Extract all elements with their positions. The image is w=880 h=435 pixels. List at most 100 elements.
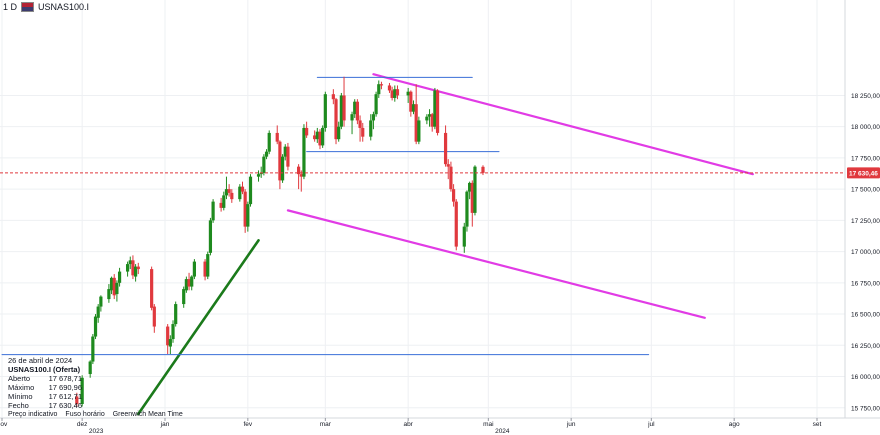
candle-body bbox=[371, 114, 376, 121]
y-tick-label: 16 750,00 bbox=[851, 280, 880, 287]
candle-body bbox=[337, 126, 341, 140]
candle-body bbox=[171, 324, 175, 340]
y-axis[interactable]: 15 750,00 16 000,00 16 250,00 16 500,00 16 7… bbox=[844, 0, 880, 418]
candle-body bbox=[190, 276, 194, 287]
candle-body bbox=[96, 306, 100, 318]
timeframe-label[interactable]: 1 D bbox=[3, 2, 18, 12]
candle-body bbox=[435, 90, 440, 133]
chart-drawings bbox=[1, 73, 754, 416]
candle-body bbox=[112, 277, 116, 296]
candle-body bbox=[182, 289, 186, 305]
candle-body bbox=[222, 195, 226, 208]
current-price-label: 17 630,46 bbox=[849, 170, 878, 177]
candle-body bbox=[481, 166, 485, 173]
candle-body bbox=[465, 191, 469, 227]
y-tick-label: 16 250,00 bbox=[851, 343, 880, 350]
candle-body bbox=[446, 164, 450, 167]
candle-body bbox=[219, 202, 223, 208]
candle-body bbox=[125, 264, 130, 272]
x-tick-label: jan bbox=[160, 421, 170, 428]
candle-body bbox=[462, 226, 466, 247]
candle-body bbox=[211, 201, 215, 221]
candle-body bbox=[278, 141, 282, 181]
candle-body bbox=[152, 306, 156, 327]
candle-body bbox=[350, 114, 354, 121]
candle-body bbox=[449, 166, 453, 190]
candle-body bbox=[246, 204, 250, 227]
candle-body bbox=[406, 91, 410, 96]
candles bbox=[75, 76, 485, 407]
candle-body bbox=[192, 261, 196, 277]
candle-body bbox=[184, 279, 188, 291]
candle-body bbox=[128, 260, 132, 265]
candle-body bbox=[99, 296, 103, 307]
x-tick-label: jun bbox=[566, 421, 576, 428]
candle-body bbox=[409, 91, 413, 112]
candle-body bbox=[361, 127, 365, 137]
us-flag-icon bbox=[21, 2, 35, 12]
candle-body bbox=[243, 191, 247, 227]
candle-body bbox=[355, 101, 359, 121]
candle-body bbox=[470, 182, 474, 213]
symbol-header[interactable]: 1 D USNAS100.I bbox=[3, 2, 89, 12]
candle-body bbox=[240, 186, 245, 192]
candle-body bbox=[93, 316, 98, 337]
candle-body bbox=[166, 326, 170, 346]
candle-body bbox=[283, 146, 287, 157]
x-tick-label: mai bbox=[483, 421, 493, 428]
current-price-badge bbox=[847, 167, 880, 179]
y-tick-label: 17 000,00 bbox=[851, 249, 880, 256]
y-tick-label: 16 000,00 bbox=[851, 374, 880, 381]
candle-body bbox=[427, 114, 432, 117]
candle-body bbox=[425, 116, 429, 121]
candle-body bbox=[358, 120, 362, 128]
candle-body bbox=[107, 289, 111, 300]
candle-body bbox=[321, 127, 325, 146]
info-value: 17 690,96 bbox=[48, 383, 82, 392]
x-year-label: 2023 bbox=[89, 428, 104, 435]
candle-body bbox=[264, 151, 269, 157]
y-tick-label: 17 250,00 bbox=[851, 218, 880, 225]
candle-body bbox=[468, 182, 472, 192]
timezone-label: Fuso horário bbox=[65, 411, 105, 418]
candle-body bbox=[297, 166, 301, 175]
candle-body bbox=[117, 271, 122, 283]
candle-body bbox=[451, 189, 456, 202]
x-axis[interactable]: nov dez jan fev mar abr mai jun jul ago set 2023 202… bbox=[0, 417, 880, 435]
candle-body bbox=[374, 94, 378, 115]
x-tick-label: mar bbox=[320, 421, 332, 428]
candle-body bbox=[208, 220, 213, 253]
candle-body bbox=[256, 174, 261, 177]
info-date: 26 de abril de 2024 bbox=[8, 356, 73, 365]
chart-grid bbox=[0, 0, 845, 418]
candle-body bbox=[411, 104, 416, 112]
timezone-value[interactable]: Greenwich Mean Time bbox=[112, 411, 183, 418]
info-label: Máximo bbox=[8, 383, 35, 392]
candle-body bbox=[393, 89, 397, 98]
info-row-high: Máximo 17 690,96 bbox=[8, 383, 82, 392]
candle-body bbox=[187, 279, 191, 287]
candle-body bbox=[433, 90, 437, 127]
candle-body bbox=[275, 132, 279, 142]
candle-body bbox=[334, 99, 338, 140]
chart-footer: Preço indicativo Fuso horário Greenwich … bbox=[8, 411, 183, 418]
symbol-label[interactable]: USNAS100.I bbox=[38, 2, 90, 12]
drawing-channel-upper bbox=[372, 73, 754, 176]
x-tick-label: set bbox=[813, 421, 822, 428]
candle-body bbox=[369, 120, 373, 137]
candle-body bbox=[206, 254, 210, 277]
x-year-label: 2024 bbox=[495, 428, 510, 435]
candle-body bbox=[227, 189, 231, 193]
x-tick-label: jul bbox=[647, 421, 655, 428]
y-tick-label: 16 500,00 bbox=[851, 312, 880, 319]
info-value: 17 678,71 bbox=[48, 374, 82, 383]
candle-body bbox=[136, 266, 140, 270]
candle-body bbox=[353, 101, 357, 115]
candle-body bbox=[150, 269, 154, 308]
candle-body bbox=[454, 201, 458, 247]
ohlc-info-panel: 26 de abril de 2024 USNAS100.I (Oferta) … bbox=[8, 356, 82, 410]
drawing-trendline bbox=[136, 239, 260, 416]
info-label: Aberto bbox=[8, 374, 31, 383]
info-label: Fecho bbox=[8, 401, 29, 410]
